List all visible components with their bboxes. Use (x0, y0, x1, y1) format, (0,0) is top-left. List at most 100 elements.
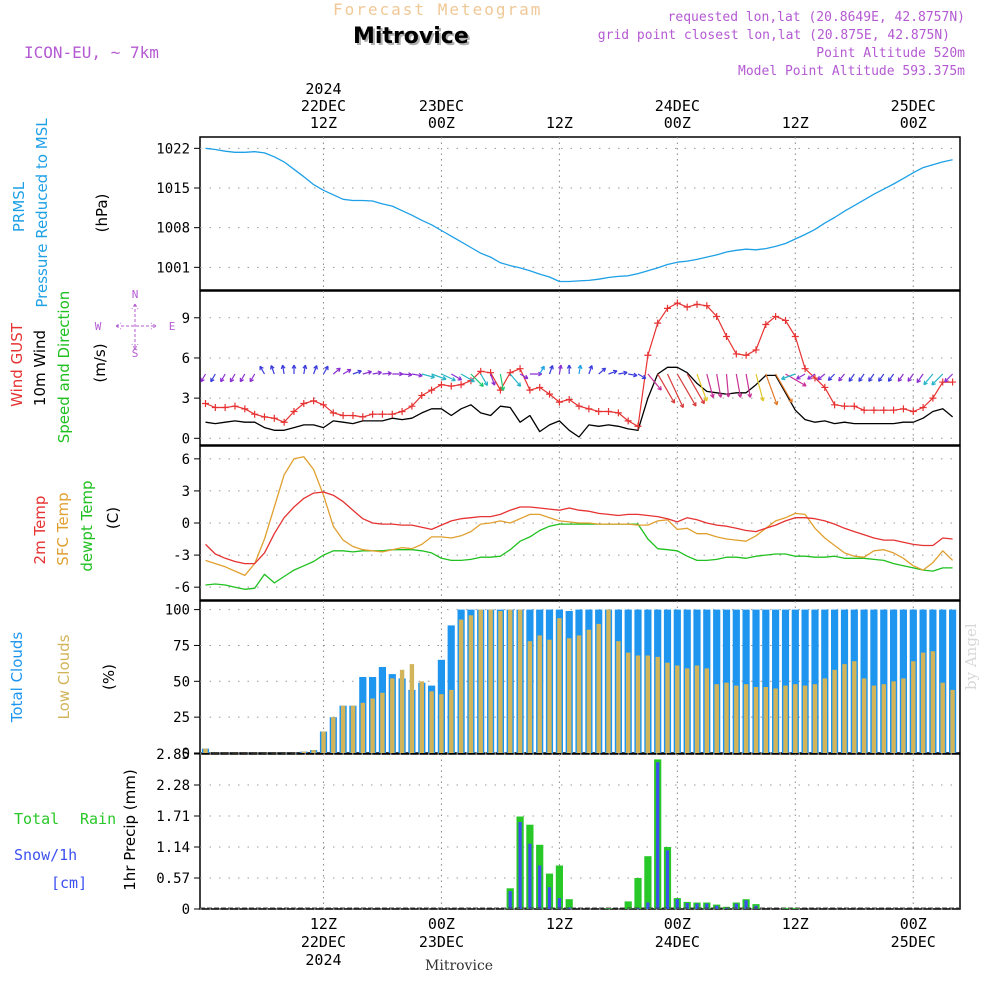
total-cloud-bar (722, 609, 731, 753)
y-tick-label: 100 (165, 603, 190, 619)
panel-pressure: 1022 1015 1008 1001 (156, 136, 961, 291)
gust-marker (290, 408, 298, 416)
low-cloud-bar (626, 652, 631, 753)
wind-arrow (539, 365, 545, 375)
top-time-label: 22DEC (301, 97, 346, 115)
wind-arrow (745, 373, 753, 398)
wind-arrow (402, 372, 413, 378)
rain-bar (644, 856, 652, 909)
snow-bar (734, 903, 738, 909)
wind-speed-line (205, 366, 954, 438)
wind-arrow (382, 371, 392, 376)
gust-marker (260, 413, 268, 421)
wind-arrow (686, 373, 705, 405)
top-time-label: 12Z (546, 114, 573, 132)
bottom-time-label: 12Z (310, 915, 337, 933)
low-cloud-bar (852, 661, 857, 753)
wind-arrow (676, 373, 697, 407)
top-time-label: 25DEC (891, 97, 936, 115)
product-title: Forecast Meteogram (333, 0, 543, 19)
y-tick-label: 6 (182, 452, 190, 468)
gust-marker (388, 410, 396, 418)
rain-bar (565, 899, 573, 909)
axis-label-prmsl: PRMSL (10, 181, 28, 232)
y-tick-label: 1015 (156, 181, 190, 197)
low-cloud-bar (763, 687, 768, 753)
snow-bar (744, 900, 748, 909)
gust-marker (811, 374, 819, 382)
wind-arrow (372, 370, 382, 376)
axis-label-pressure: Pressure Reduced to MSL (33, 118, 51, 308)
low-cloud-bar (488, 609, 493, 753)
wind-arrow (392, 371, 404, 377)
gust-marker (850, 402, 858, 410)
wind-arrow (499, 373, 506, 391)
bottom-time-label: 00Z (900, 915, 927, 933)
low-cloud-bar (616, 641, 621, 753)
snow-bar (547, 887, 552, 909)
wind-arrow (944, 373, 954, 383)
y-tick-label: 2.28 (156, 778, 190, 794)
gust-marker (791, 333, 799, 341)
rain-bar (555, 865, 563, 909)
low-cloud-bar (802, 685, 808, 753)
temp-2m-line (205, 491, 953, 565)
bottom-time-label: 00Z (664, 915, 691, 933)
snow-bar (715, 905, 719, 909)
wind-arrow (848, 373, 855, 382)
low-cloud-bar (871, 685, 877, 753)
wind-arrow (887, 373, 895, 382)
gust-marker (555, 398, 563, 406)
gust-marker (231, 402, 239, 410)
y-tick-label: 3 (182, 391, 190, 407)
y-tick-label: 25 (173, 710, 190, 726)
total-cloud-bar (732, 609, 740, 753)
axis-label-total-clouds: Total Clouds (8, 632, 26, 724)
total-cloud-bar (781, 609, 790, 753)
gust-marker (654, 319, 662, 327)
wind-arrow (735, 373, 743, 398)
total-cloud-bar (949, 609, 957, 753)
low-cloud-bar (783, 685, 788, 753)
gust-marker (211, 404, 219, 412)
gust-marker (536, 383, 544, 391)
wind-arrow (249, 373, 256, 383)
gust-marker (369, 410, 377, 418)
low-cloud-bar (439, 694, 444, 753)
gust-marker (447, 382, 455, 390)
gust-marker (319, 401, 327, 409)
wind-arrow (490, 373, 496, 386)
legend-rain: Rain (80, 810, 116, 828)
wind-arrow (637, 373, 647, 380)
rain-bar (604, 908, 613, 909)
wind-arrow (878, 373, 885, 382)
wind-arrow (470, 373, 484, 387)
dewpoint-line (205, 523, 953, 590)
low-cloud-bar (704, 668, 709, 753)
wind-arrow (765, 373, 779, 406)
low-cloud-bar (301, 751, 306, 753)
total-cloud-bar (772, 609, 780, 753)
wind-arrow (239, 373, 246, 383)
low-cloud-bar (635, 655, 641, 753)
gust-marker (673, 299, 681, 307)
snow-bar (754, 905, 758, 909)
gust-marker (595, 408, 603, 416)
bottom-time-label: 12Z (546, 915, 573, 933)
y-tick-label: 0 (182, 516, 190, 532)
wind-arrow (628, 372, 638, 378)
bottom-time-label: 22DEC (301, 933, 346, 951)
snow-bar (695, 903, 699, 909)
grid-point-coords: grid point closest lon,lat (20.875E, 42.… (597, 28, 950, 43)
low-cloud-bar (468, 615, 474, 753)
gust-marker (899, 405, 907, 413)
gust-marker (880, 406, 888, 414)
model-label: ICON-EU, ~ 7km (24, 43, 159, 62)
gust-marker (575, 402, 583, 410)
gust-marker (339, 412, 347, 420)
y-tick-label: 0 (182, 902, 190, 918)
wind-arrow (352, 369, 362, 375)
gust-marker (280, 418, 288, 426)
wind-arrow (460, 373, 475, 383)
legend-total-rain: Total (14, 810, 59, 828)
